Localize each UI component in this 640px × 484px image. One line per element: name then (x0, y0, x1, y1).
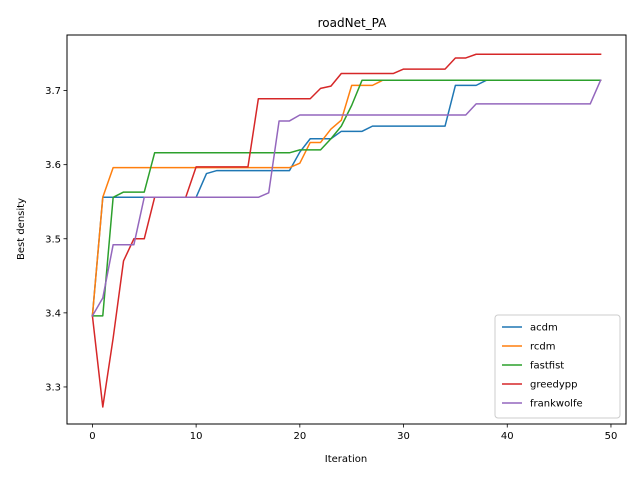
x-axis-label: Iteration (325, 454, 367, 465)
legend-label-frankwolfe: frankwolfe (530, 399, 583, 410)
y-tick-label: 3.3 (45, 382, 61, 393)
x-tick-label: 40 (501, 431, 514, 442)
x-tick-label: 10 (190, 431, 203, 442)
x-tick-label: 50 (605, 431, 618, 442)
x-tick-label: 20 (293, 431, 306, 442)
y-tick-label: 3.6 (45, 160, 61, 171)
legend-label-fastfist: fastfist (530, 361, 564, 372)
y-axis-label: Best density (16, 198, 27, 260)
chart-title: roadNet_PA (318, 16, 388, 30)
legend-box (494, 314, 621, 419)
y-tick-label: 3.4 (45, 308, 61, 319)
legend-label-greedypp: greedypp (530, 380, 578, 391)
plot-area-frame (66, 34, 627, 425)
x-axis: 0 10 20 30 40 50 (89, 424, 617, 442)
legend-label-acdm: acdm (530, 323, 558, 334)
legend-label-rcdm: rcdm (530, 342, 555, 353)
y-tick-label: 3.5 (45, 234, 61, 245)
x-tick-label: 30 (397, 431, 410, 442)
series-line-frankwolfe (91, 79, 602, 317)
y-axis: 3.3 3.4 3.5 3.6 3.7 (45, 86, 67, 393)
y-tick-label: 3.7 (45, 86, 61, 97)
series-layer (91, 53, 602, 408)
legend: acdm rcdm fastfist greedypp frankwolfe (494, 314, 621, 419)
x-tick-label: 0 (89, 431, 95, 442)
